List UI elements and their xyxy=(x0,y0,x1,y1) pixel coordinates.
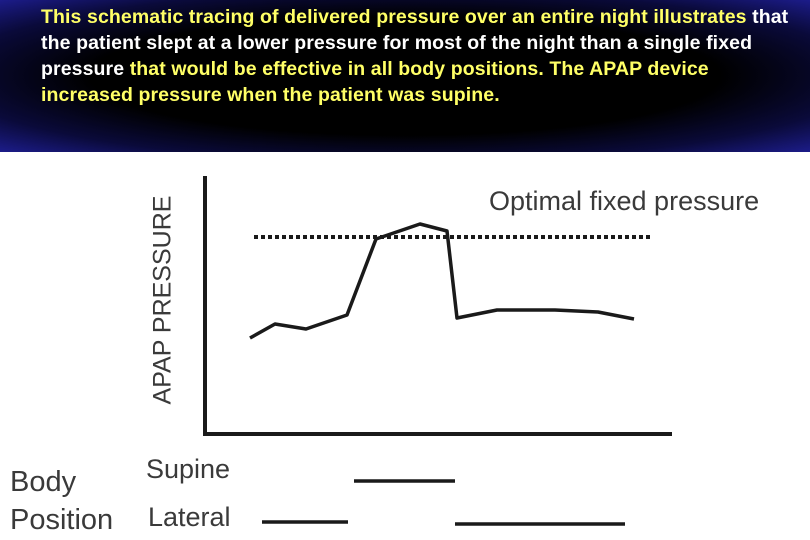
caption-banner: This schematic tracing of delivered pres… xyxy=(0,0,810,152)
caption-segment-4: that would be effective in all body posi… xyxy=(41,58,715,106)
y-axis-label: APAP PRESSURE xyxy=(148,195,177,405)
caption-segment-1: This schematic tracing of delivered pres… xyxy=(41,6,654,28)
fixed-pressure-label: Optimal fixed pressure xyxy=(489,186,760,216)
body-label: Body xyxy=(10,466,77,498)
lateral-label: Lateral xyxy=(148,502,231,532)
caption-segment-2: illustrates xyxy=(653,6,753,28)
apap-pressure-trace xyxy=(249,222,635,340)
diagram-area xyxy=(0,152,810,540)
caption-text: This schematic tracing of delivered pres… xyxy=(41,4,801,108)
supine-label: Supine xyxy=(146,454,231,484)
position-label: Position xyxy=(10,504,114,536)
caption-segment-3: that the patient slept at a lower pressu… xyxy=(41,6,794,80)
